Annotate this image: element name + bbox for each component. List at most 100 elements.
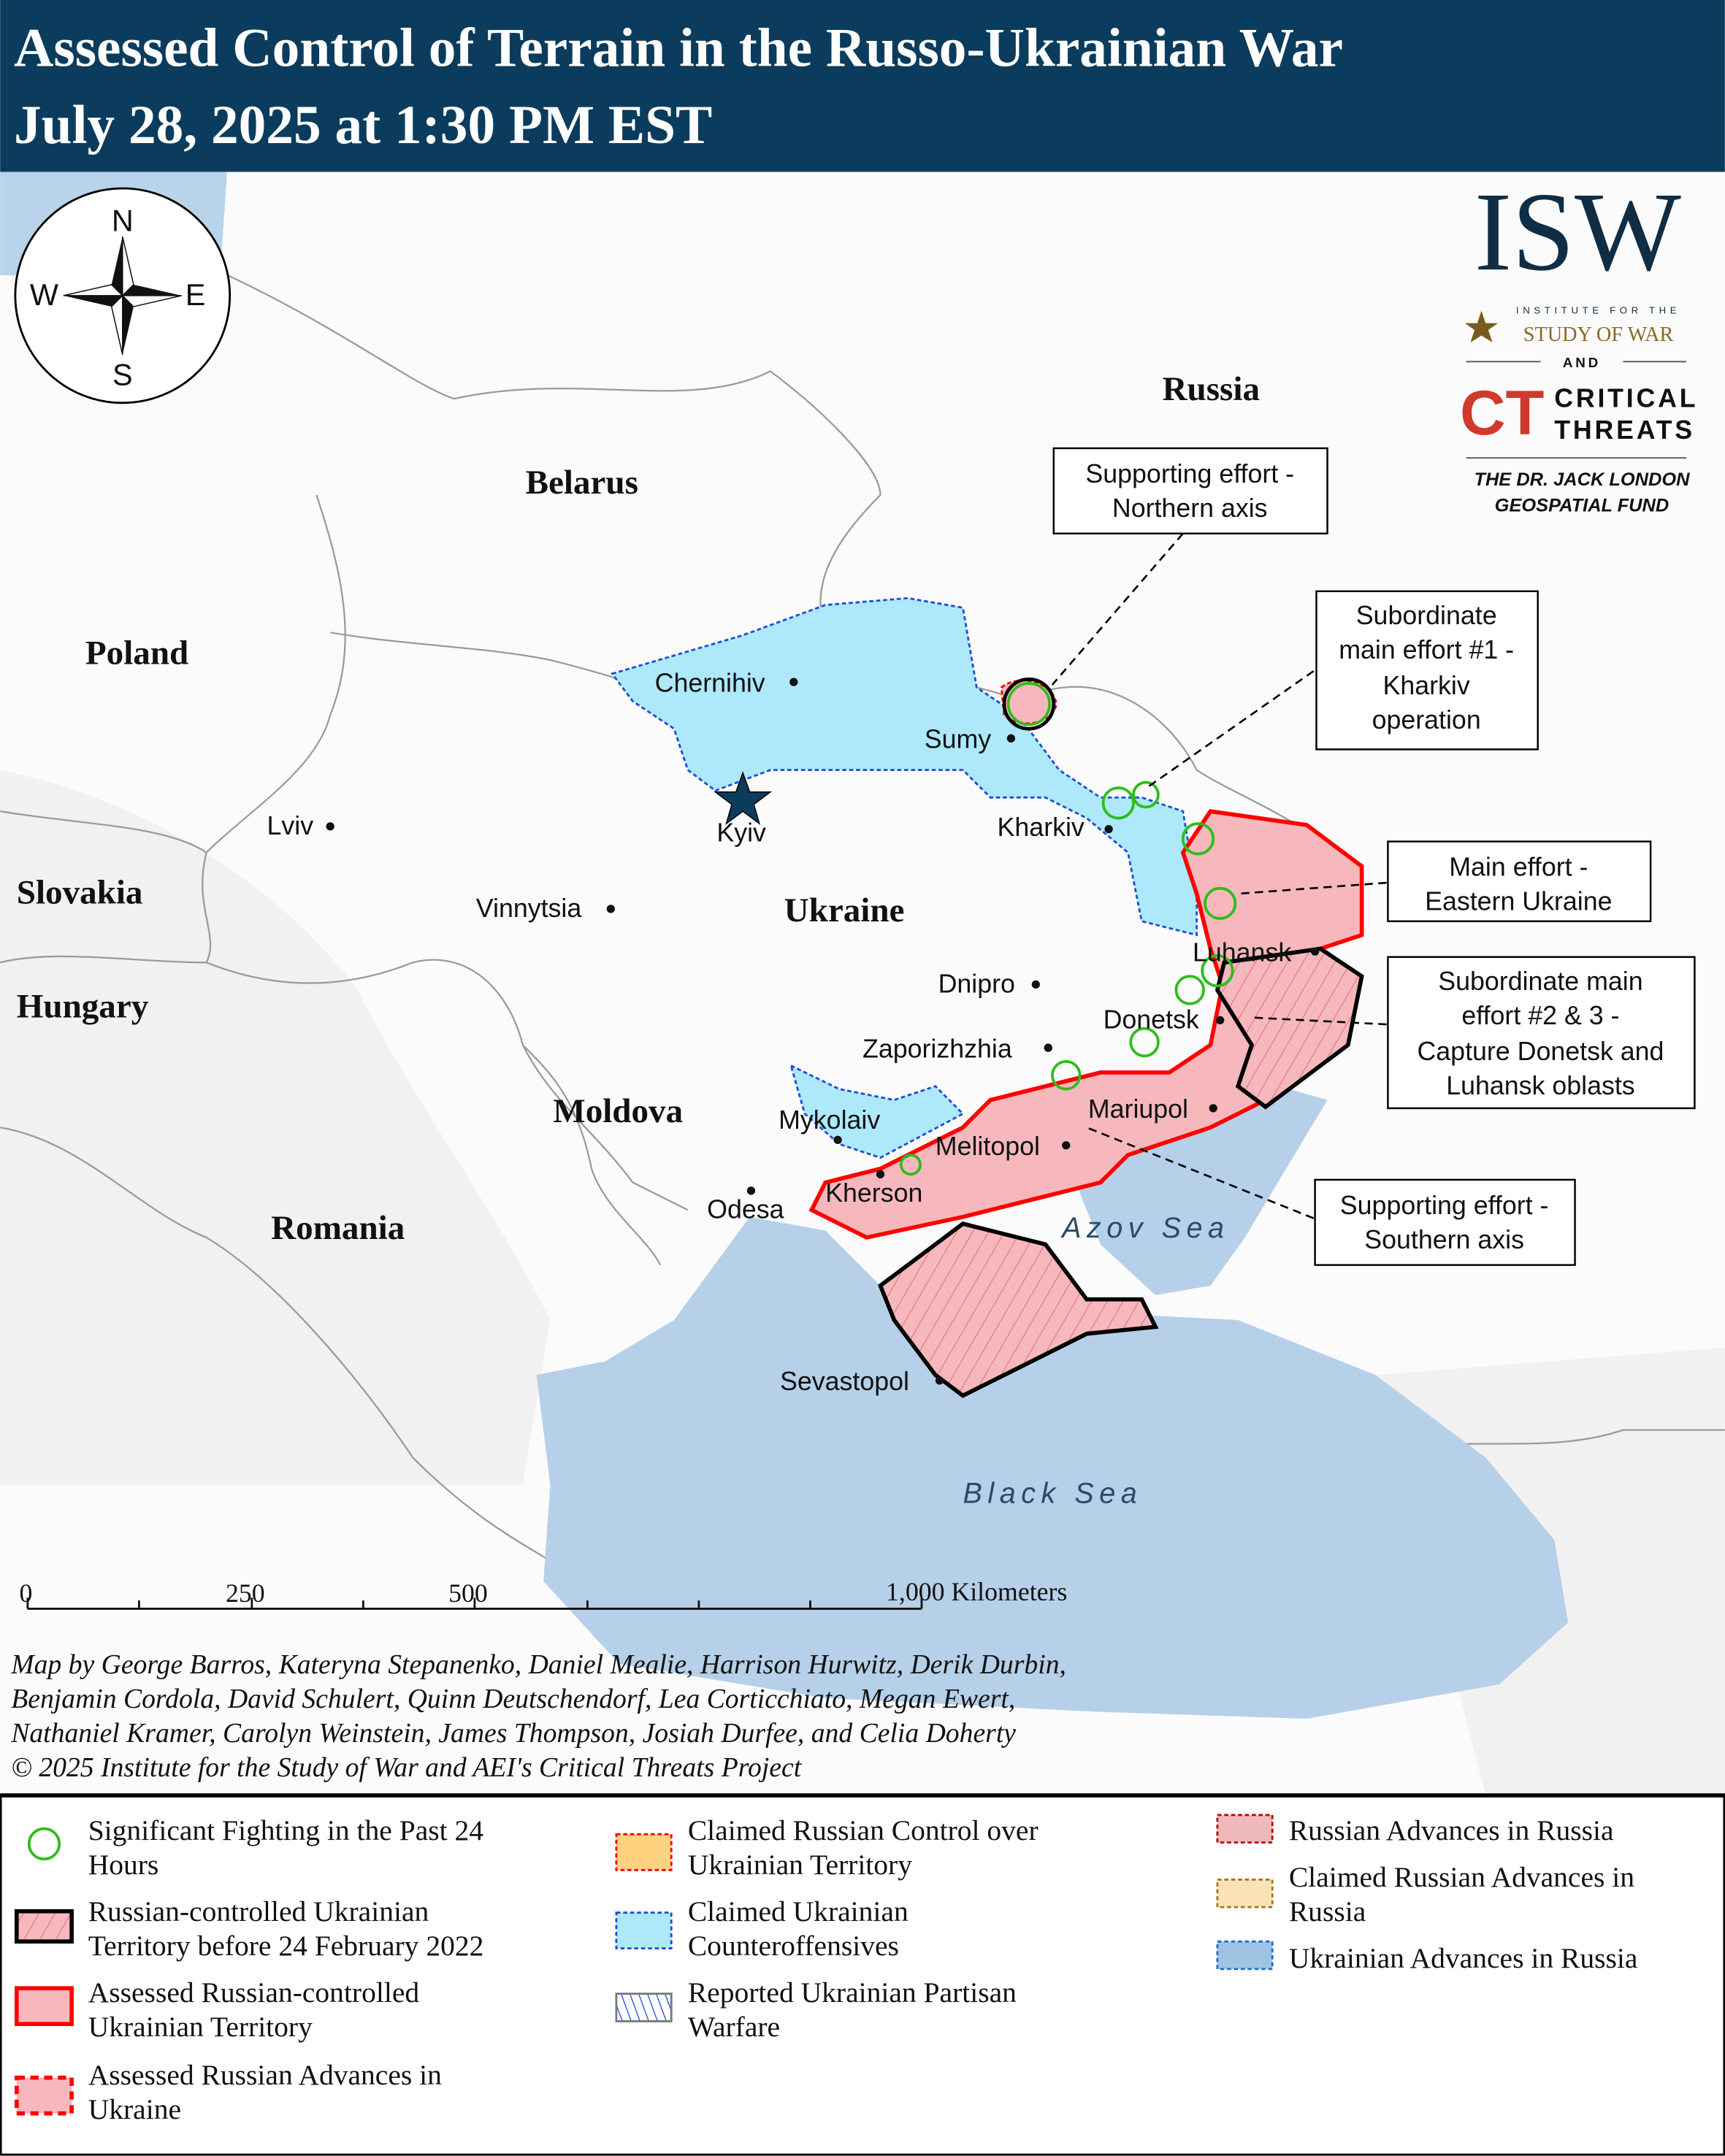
callout-box	[1387, 840, 1652, 923]
legend-claimed-ukrainian-icon	[615, 1911, 673, 1950]
legend-label: Reported Ukrainian Partisan	[688, 1976, 1017, 2009]
city-chernihiv: Chernihiv	[655, 668, 765, 697]
city-dot	[789, 678, 798, 686]
fighting-circle	[1101, 786, 1135, 820]
compass-s: S	[112, 357, 133, 391]
callout-text: main effort #1 -	[1339, 635, 1514, 664]
label-azov-sea: Azov Sea	[1060, 1212, 1229, 1244]
legend-label: Russian Advances in Russia	[1289, 1814, 1614, 1846]
city-luhansk: Luhansk	[1193, 937, 1291, 967]
callout-text: Capture Donetsk and	[1417, 1037, 1664, 1066]
legend-claimed-russian-icon	[615, 1833, 673, 1871]
callout-box	[1052, 447, 1328, 534]
callout-text: Main effort -	[1449, 853, 1588, 882]
label-moldova: Moldova	[553, 1092, 683, 1130]
label-romania: Romania	[271, 1209, 405, 1247]
compass-w: W	[30, 277, 58, 312]
city-dot	[606, 905, 616, 913]
legend-label: Claimed Ukrainian	[688, 1895, 909, 1927]
city-dot	[1104, 824, 1113, 834]
isw-wordmark: ISW	[1475, 169, 1681, 294]
legend-label: Assessed Russian Advances in	[88, 2059, 442, 2091]
pre-2022-donbas	[1215, 946, 1364, 1110]
label-hungary: Hungary	[17, 988, 149, 1026]
legend-panel	[0, 1794, 1725, 2156]
label-slovakia: Slovakia	[17, 873, 143, 911]
scale-tick: 1,000 Kilometers	[886, 1577, 1067, 1606]
fighting-circle	[1006, 682, 1052, 726]
city-dot	[1006, 734, 1016, 743]
fund-text: THE DR. JACK LONDON	[1474, 469, 1690, 490]
legend-claimed-russian-russia-icon	[1216, 1879, 1274, 1908]
legend-partisan-icon	[615, 1992, 673, 2022]
legend-label: Claimed Russian Advances in	[1289, 1861, 1634, 1893]
title-line2: July 28, 2025 at 1:30 PM EST	[14, 95, 712, 156]
label-russia: Russia	[1163, 370, 1260, 408]
city-vinnytsia: Vinnytsia	[476, 894, 582, 923]
legend-label: Ukrainian Advances in Russia	[1289, 1942, 1638, 1974]
city-dot	[746, 1186, 756, 1195]
azov-sea	[1073, 1086, 1328, 1296]
credits: Map by George Barros, Kateryna Stepanenk…	[10, 1649, 1066, 1783]
credits-line: Benjamin Cordola, David Schulert, Quinn …	[11, 1684, 1015, 1714]
city-dot	[1062, 1141, 1071, 1150]
claimed-ukrainian-counteroffensive-north	[610, 596, 1198, 937]
label-black-sea: Black Sea	[963, 1477, 1142, 1509]
callout-text: Northern axis	[1112, 494, 1268, 523]
city-dot	[1031, 980, 1040, 989]
legend: Significant Fighting in the Past 24 Hour…	[14, 1814, 1638, 2125]
legend-label: Ukrainian Territory	[88, 2011, 313, 2043]
city-dot	[1044, 1043, 1052, 1052]
compass-rose: N S E W	[14, 187, 232, 404]
callout-box	[1387, 956, 1696, 1110]
callout-text: Southern axis	[1364, 1225, 1524, 1254]
label-ukraine: Ukraine	[784, 891, 905, 929]
callout-text: Supporting effort -	[1340, 1191, 1549, 1220]
legend-label: Ukrainian Territory	[688, 1849, 912, 1881]
callout-text: Supporting effort -	[1085, 459, 1294, 488]
compass-n: N	[112, 203, 134, 237]
city-mykolaiv: Mykolaiv	[779, 1105, 880, 1135]
legend-label: Claimed Russian Control over	[688, 1814, 1039, 1846]
fighting-circle	[1129, 1027, 1160, 1058]
city-dot	[1310, 947, 1320, 956]
legend-label: Territory before 24 February 2022	[88, 1930, 484, 1962]
label-poland: Poland	[85, 634, 188, 672]
legend-russian-advances-russia-icon	[1216, 1814, 1274, 1844]
label-belarus: Belarus	[526, 464, 638, 502]
fighting-circle	[1201, 954, 1234, 988]
callout-text: operation	[1372, 705, 1481, 734]
city-dot	[935, 1376, 944, 1385]
scale-tick: 500	[448, 1578, 488, 1608]
callout-text: Subordinate main	[1438, 967, 1642, 996]
legend-pre2022-icon	[14, 1908, 74, 1944]
callout-text: Eastern Ukraine	[1425, 887, 1612, 916]
callout-text: Luhansk oblasts	[1446, 1071, 1634, 1100]
legend-label: Counteroffensives	[688, 1930, 899, 1962]
legend-assessed-advances-icon	[14, 2075, 74, 2116]
header-bar	[0, 0, 1725, 172]
legend-label: Russian-controlled Ukrainian	[88, 1895, 429, 1927]
isw-subtitle: STUDY OF WAR	[1523, 323, 1674, 346]
legend-label: Ukraine	[88, 2093, 181, 2125]
ct-logo: CT	[1460, 378, 1544, 448]
fighting-circle	[1051, 1060, 1082, 1091]
fighting-circle	[1181, 822, 1215, 856]
fighting-circle	[899, 1154, 922, 1176]
city-dot	[1216, 1016, 1225, 1025]
fighting-circle	[1174, 975, 1205, 1005]
city-dot	[833, 1135, 842, 1144]
city-melitopol: Melitopol	[936, 1132, 1040, 1161]
crimea	[878, 1221, 1159, 1398]
title-line1: Assessed Control of Terrain in the Russo…	[14, 18, 1343, 78]
city-dot	[1209, 1104, 1217, 1113]
legend-assessed-control-icon	[14, 1986, 74, 2027]
significant-fighting-markers	[899, 677, 1237, 1176]
legend-label: Hours	[88, 1849, 159, 1881]
city-kharkiv: Kharkiv	[998, 813, 1085, 842]
callout-text: Kharkiv	[1383, 671, 1470, 700]
callout-text: Subordinate	[1356, 601, 1497, 630]
star-icon	[1464, 310, 1499, 342]
black-sea	[536, 1216, 1569, 1719]
isw-logo: ISW INSTITUTE FOR THE STUDY OF WAR AND C…	[1460, 169, 1696, 515]
